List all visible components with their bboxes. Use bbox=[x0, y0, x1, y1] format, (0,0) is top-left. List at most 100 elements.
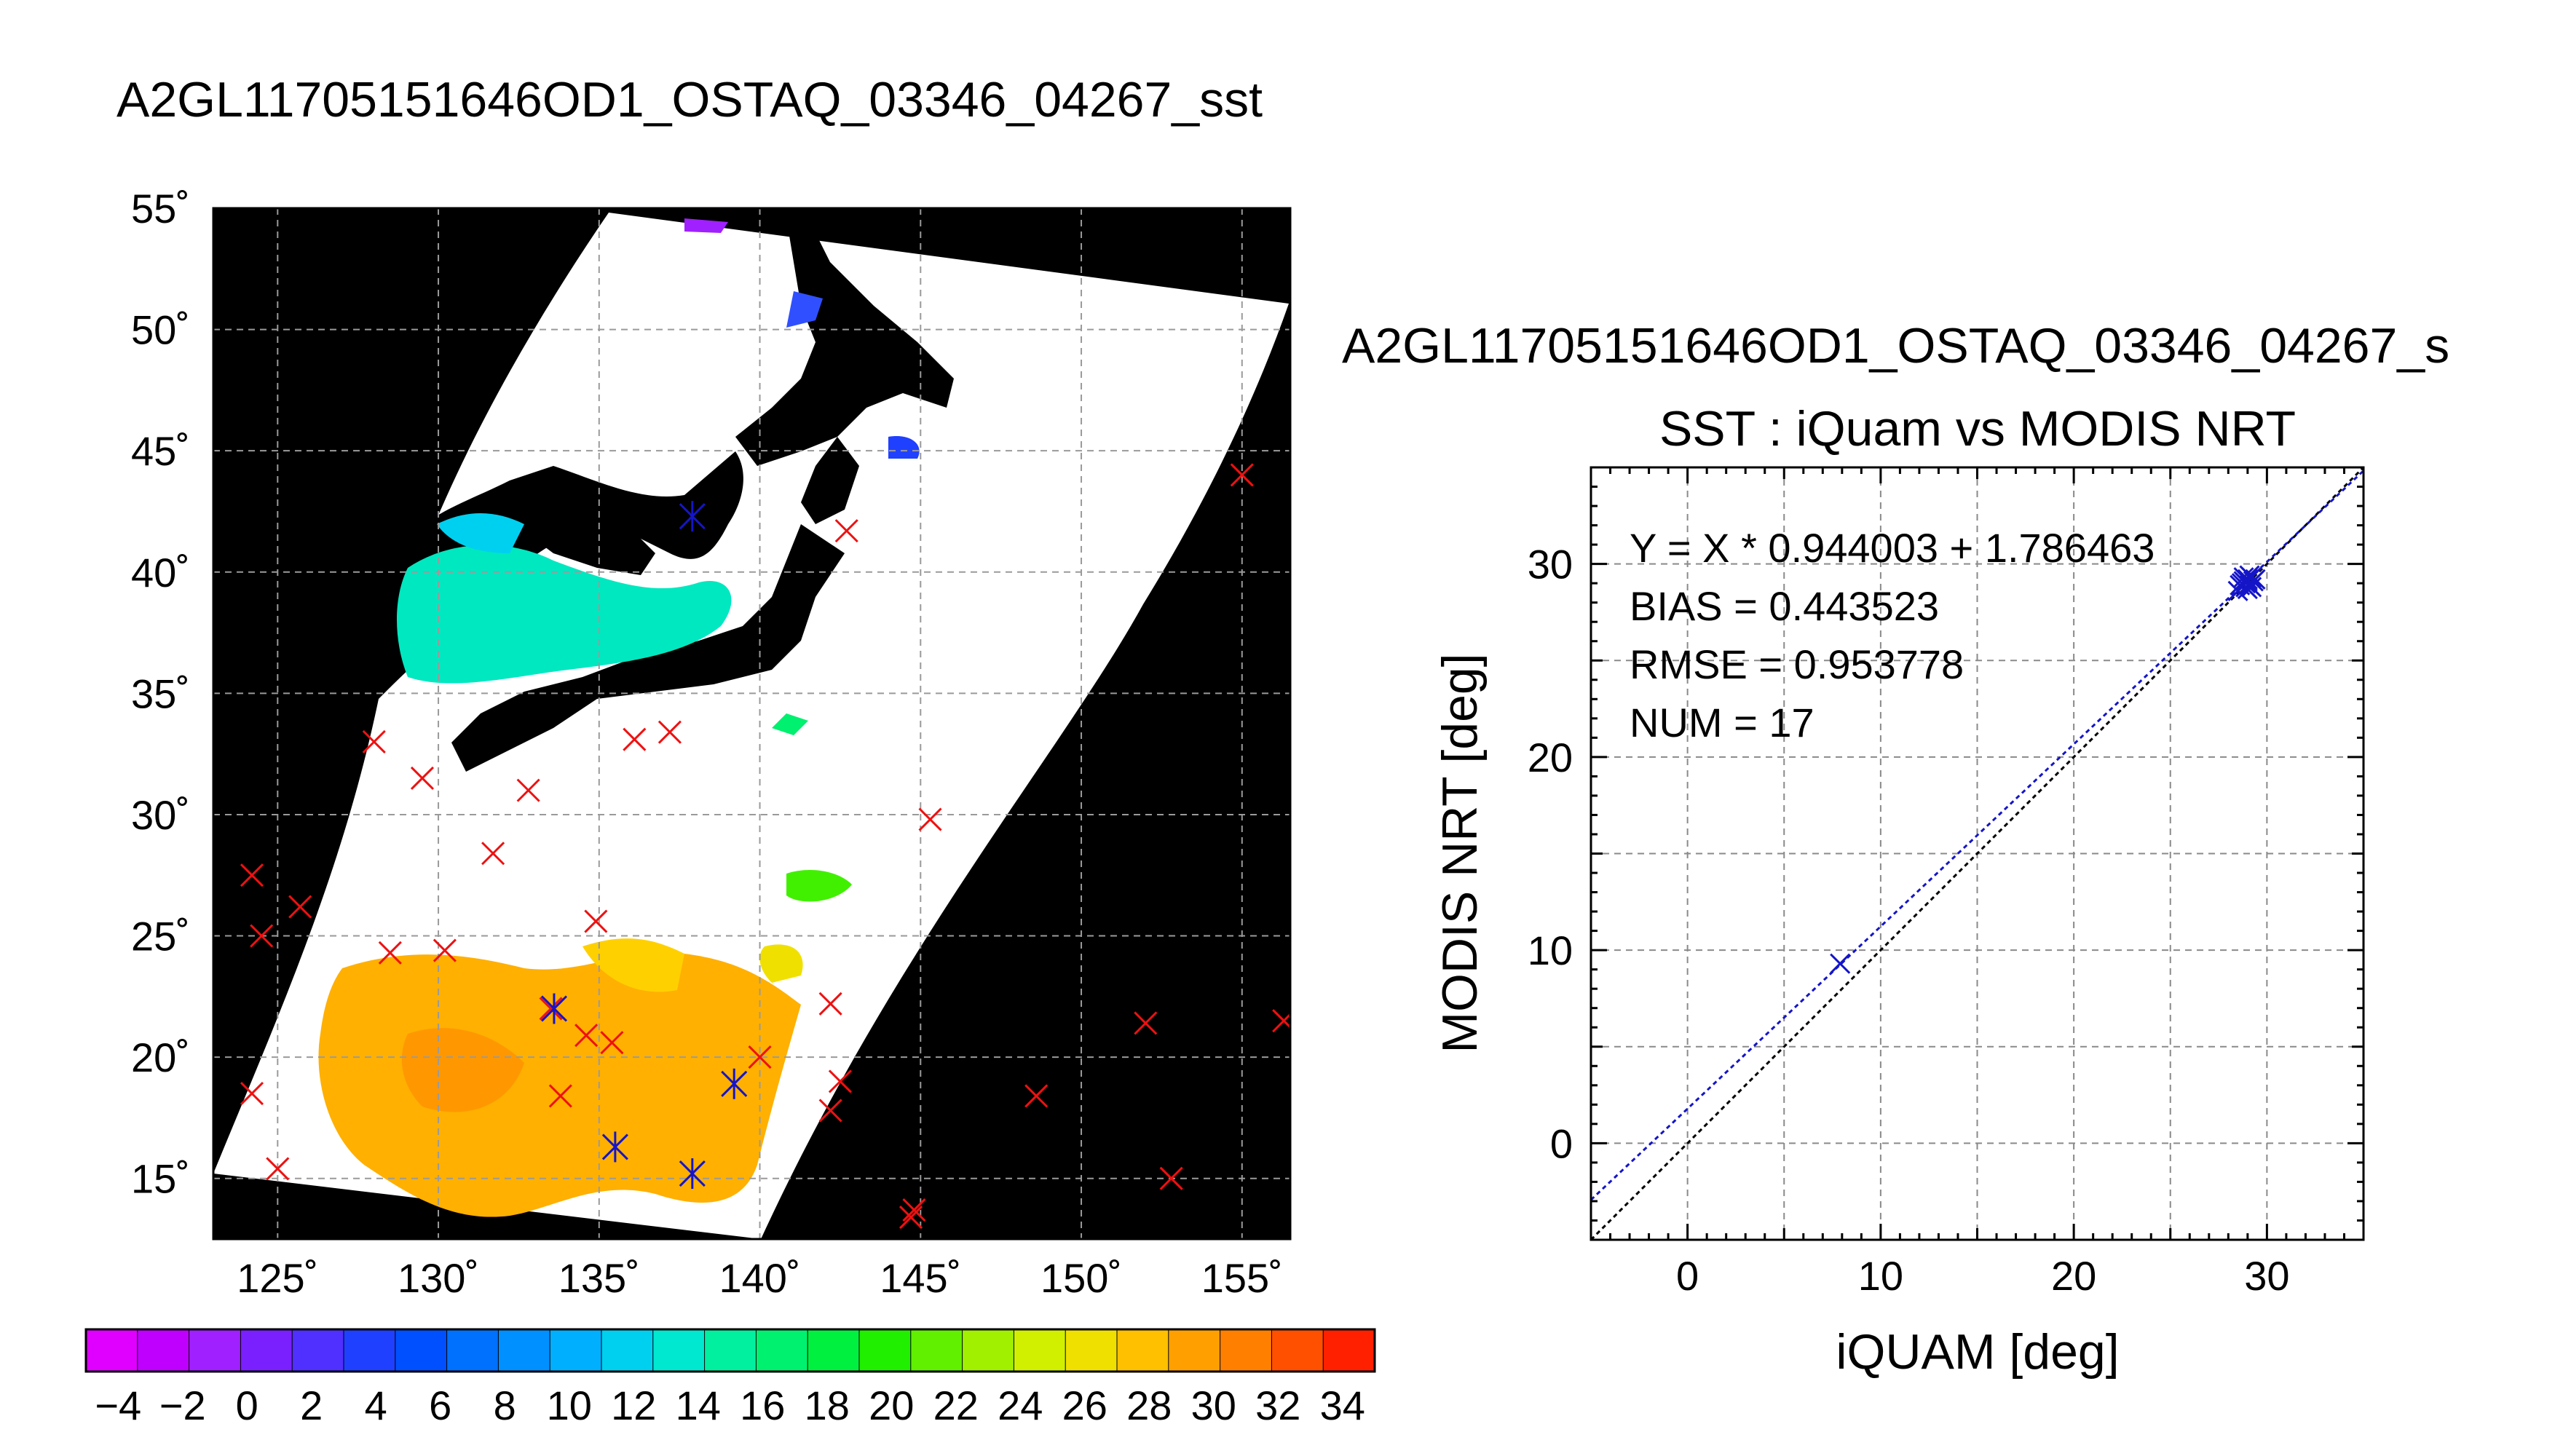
colorbar-cell bbox=[189, 1329, 242, 1372]
scatter-grid bbox=[1591, 467, 2364, 1240]
red-x-marker bbox=[584, 909, 608, 933]
colorbar-label: 32 bbox=[1255, 1382, 1300, 1428]
red-x-marker bbox=[902, 1198, 926, 1222]
blue-star-marker bbox=[601, 1131, 628, 1163]
colorbar-cell bbox=[962, 1329, 1015, 1372]
colorbar-cell bbox=[1168, 1329, 1221, 1372]
map-title: A2GL11705151646OD1_OSTAQ_03346_04267_sst bbox=[117, 72, 1263, 127]
colorbar-label: 34 bbox=[1320, 1382, 1365, 1428]
scatter-tick-marks bbox=[1591, 467, 2364, 1240]
map-y-tick-label: 15˚ bbox=[131, 1156, 190, 1202]
colorbar: −4 −2 0 2 4 6 8 10 12 14 16 18 20 22 24 26 28 30 32 34 bbox=[84, 1328, 1376, 1428]
blue-star-marker bbox=[679, 1158, 706, 1190]
blue-star-marker bbox=[679, 501, 706, 532]
colorbar-label: 12 bbox=[611, 1382, 656, 1428]
red-x-marker bbox=[288, 895, 312, 919]
colorbar-label: 26 bbox=[1062, 1382, 1107, 1428]
map-y-tick-label: 40˚ bbox=[131, 550, 190, 596]
colorbar-cell bbox=[1220, 1329, 1273, 1372]
scatter-y-tick-label: 20 bbox=[1528, 735, 1573, 780]
map-y-tick-label: 30˚ bbox=[131, 792, 190, 838]
red-x-marker bbox=[1134, 1011, 1158, 1035]
colorbar-cell bbox=[1013, 1329, 1067, 1372]
red-x-marker bbox=[623, 727, 647, 751]
map-y-tick-label: 45˚ bbox=[131, 428, 190, 474]
colorbar-cell bbox=[240, 1329, 293, 1372]
stat-rmse: RMSE = 0.953778 bbox=[1630, 641, 1964, 687]
red-x-marker bbox=[266, 1157, 290, 1181]
colorbar-cell bbox=[137, 1329, 190, 1372]
sst-map: 125˚ 130˚ 135˚ 140˚ 145˚ 150˚ 155˚ 15˚ 20˚ 25˚ 30… bbox=[131, 186, 1292, 1301]
red-x-marker bbox=[1024, 1084, 1049, 1108]
colorbar-cell bbox=[807, 1329, 860, 1372]
colorbar-cell bbox=[446, 1329, 499, 1372]
scatter-x-tick-label: 30 bbox=[2244, 1253, 2289, 1299]
colorbar-label: 30 bbox=[1191, 1382, 1236, 1428]
colorbar-label: −2 bbox=[159, 1382, 206, 1428]
red-x-marker bbox=[362, 729, 386, 754]
scatter-y-tick-label: 0 bbox=[1550, 1120, 1573, 1166]
colorbar-cell bbox=[1065, 1329, 1118, 1372]
map-border bbox=[212, 207, 1292, 1241]
red-x-marker bbox=[748, 1045, 772, 1069]
colorbar-label: 16 bbox=[740, 1382, 785, 1428]
map-x-tick-label: 155˚ bbox=[1201, 1255, 1283, 1301]
red-x-marker bbox=[250, 924, 274, 948]
red-x-marker bbox=[1272, 1009, 1290, 1033]
red-x-marker bbox=[600, 1031, 624, 1055]
colorbar-cell bbox=[1322, 1329, 1375, 1372]
red-x-marker bbox=[574, 1024, 599, 1048]
colorbar-label: 4 bbox=[365, 1382, 387, 1428]
colorbar-label: 0 bbox=[236, 1382, 258, 1428]
red-x-marker bbox=[516, 778, 540, 802]
map-y-ticks: 15˚ 20˚ 25˚ 30˚ 35˚ 40˚ 45˚ 50˚ 55˚ bbox=[131, 186, 190, 1202]
scatter-point bbox=[2241, 577, 2262, 598]
red-x-marker bbox=[548, 1084, 572, 1108]
map-x-ticks: 125˚ 130˚ 135˚ 140˚ 145˚ 150˚ 155˚ bbox=[237, 1255, 1283, 1301]
colorbar-cell bbox=[85, 1329, 138, 1372]
scatter-y-label: MODIS NRT [deg] bbox=[1432, 653, 1488, 1053]
colorbar-label: 10 bbox=[547, 1382, 592, 1428]
land-mask bbox=[379, 218, 954, 772]
scatter-x-tick-labels: 0 10 20 30 bbox=[1676, 1253, 2289, 1299]
map-blue-markers bbox=[540, 501, 748, 1190]
map-y-tick-label: 35˚ bbox=[131, 670, 190, 716]
red-x-marker bbox=[240, 863, 264, 887]
stat-num: NUM = 17 bbox=[1630, 700, 1814, 745]
red-x-marker bbox=[818, 992, 842, 1016]
colorbar-cell bbox=[858, 1329, 912, 1372]
scatter-y-tick-labels: 0 10 20 30 bbox=[1528, 542, 1573, 1167]
map-x-tick-label: 135˚ bbox=[558, 1255, 640, 1301]
map-x-tick-label: 130˚ bbox=[398, 1255, 479, 1301]
colorbar-labels: −4 −2 0 2 4 6 8 10 12 14 16 18 20 22 24 26 28 30 32 34 bbox=[95, 1382, 1365, 1428]
colorbar-cell bbox=[601, 1329, 654, 1372]
scatter-point bbox=[1830, 953, 1851, 974]
colorbar-label: 20 bbox=[869, 1382, 914, 1428]
map-grid bbox=[213, 208, 1290, 1239]
colorbar-cell bbox=[704, 1329, 757, 1372]
red-x-marker bbox=[378, 941, 402, 965]
colorbar-cell bbox=[497, 1329, 551, 1372]
map-y-tick-label: 55˚ bbox=[131, 186, 190, 232]
map-x-tick-label: 125˚ bbox=[237, 1255, 318, 1301]
map-x-tick-label: 140˚ bbox=[719, 1255, 800, 1301]
blue-star-marker bbox=[721, 1068, 748, 1099]
map-x-tick-label: 150˚ bbox=[1040, 1255, 1122, 1301]
red-x-marker bbox=[1230, 463, 1254, 487]
colorbar-cell bbox=[910, 1329, 963, 1372]
colorbar-label: −4 bbox=[95, 1382, 141, 1428]
colorbar-label: 2 bbox=[300, 1382, 323, 1428]
red-x-marker bbox=[410, 766, 435, 791]
scatter-x-tick-label: 20 bbox=[2051, 1253, 2096, 1299]
map-y-tick-label: 25˚ bbox=[131, 914, 190, 960]
red-x-marker bbox=[657, 720, 682, 744]
scatter-x-label: iQUAM [deg] bbox=[1836, 1324, 2119, 1380]
red-x-marker bbox=[240, 1082, 264, 1106]
colorbar-cells bbox=[85, 1329, 1375, 1372]
map-red-markers bbox=[240, 463, 1290, 1230]
colorbar-label: 18 bbox=[805, 1382, 850, 1428]
scatter-y-tick-label: 30 bbox=[1528, 542, 1573, 587]
colorbar-cell bbox=[291, 1329, 345, 1372]
colorbar-label: 28 bbox=[1126, 1382, 1172, 1428]
